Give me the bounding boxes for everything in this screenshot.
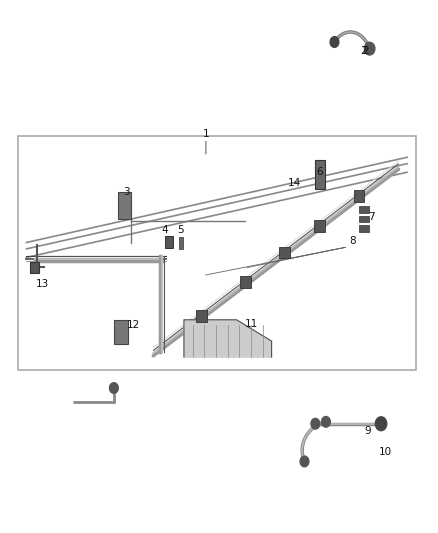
- Text: 6: 6: [316, 167, 323, 176]
- Bar: [354, 190, 364, 201]
- Text: 13: 13: [36, 279, 49, 288]
- Circle shape: [375, 417, 387, 431]
- Circle shape: [364, 42, 375, 55]
- Bar: [165, 236, 173, 248]
- Text: 8: 8: [349, 237, 356, 246]
- Text: 3: 3: [123, 187, 130, 197]
- Text: 1: 1: [202, 130, 209, 139]
- Text: 9: 9: [364, 426, 371, 435]
- Bar: [240, 277, 251, 288]
- Bar: [18, 136, 416, 370]
- Bar: [114, 320, 128, 344]
- Circle shape: [321, 416, 330, 427]
- Bar: [315, 160, 325, 189]
- Bar: [279, 247, 290, 259]
- Bar: [314, 220, 325, 232]
- Bar: [359, 216, 369, 222]
- Text: 14: 14: [288, 178, 301, 188]
- Text: 11: 11: [244, 319, 258, 328]
- Text: 7: 7: [368, 213, 375, 222]
- Text: 10: 10: [379, 447, 392, 457]
- Text: 5: 5: [177, 225, 184, 235]
- Bar: [118, 192, 131, 219]
- Bar: [359, 206, 369, 213]
- Bar: [196, 310, 207, 321]
- Bar: [179, 237, 183, 249]
- Circle shape: [110, 383, 118, 393]
- Bar: [359, 225, 369, 232]
- Bar: [30, 262, 39, 273]
- Text: 12: 12: [127, 320, 140, 330]
- Text: 2: 2: [360, 46, 367, 55]
- Polygon shape: [184, 320, 272, 357]
- Text: 4: 4: [161, 225, 168, 235]
- Circle shape: [311, 418, 320, 429]
- Text: 2: 2: [362, 46, 369, 55]
- Circle shape: [300, 456, 309, 467]
- Circle shape: [330, 37, 339, 47]
